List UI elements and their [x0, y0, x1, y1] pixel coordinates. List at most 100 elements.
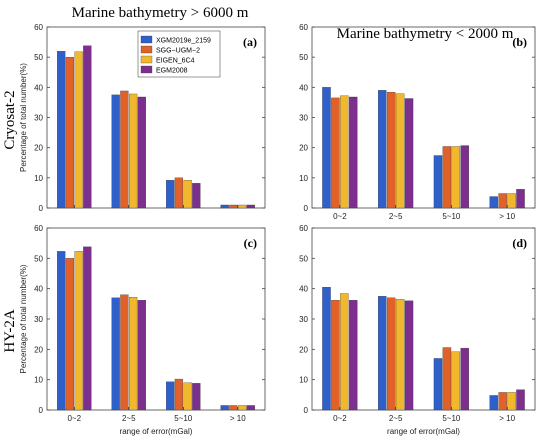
bar [322, 87, 331, 209]
y-tick-label: 10 [34, 174, 43, 183]
bar [404, 98, 414, 209]
bar [229, 204, 238, 209]
bar [166, 180, 175, 209]
x-tick-label: 0~2 [333, 414, 347, 423]
chart-panel-0: 0 10 20 30 40 50 60 (a) Percentage of total numb… [19, 23, 266, 213]
x-tick-label: 0~2 [333, 212, 347, 221]
bar [451, 146, 461, 209]
bar [65, 258, 75, 411]
legend-swatch [140, 45, 153, 54]
bar [83, 45, 92, 209]
legend-entry: EGM2008 [156, 68, 188, 75]
bar [74, 251, 83, 411]
x-axis-label: range of error(mGal) [120, 427, 193, 436]
bar [498, 392, 507, 411]
bar [349, 300, 358, 411]
y-tick-label: 40 [34, 83, 43, 92]
bar [111, 297, 120, 411]
panel-label: (a) [243, 35, 257, 49]
x-tick-label: 5~10 [442, 414, 461, 423]
bar [340, 95, 349, 209]
x-tick-label: > 10 [499, 414, 515, 423]
y-axis-label: Percentage of total number(%) [19, 63, 28, 172]
y-tick-label: 30 [34, 315, 43, 324]
bar [322, 286, 331, 411]
x-tick-label: 5~10 [174, 414, 193, 423]
bar [460, 347, 469, 411]
x-tick-label: 5~10 [442, 212, 461, 221]
y-tick-label: 30 [299, 114, 308, 123]
x-tick-label: > 10 [230, 414, 246, 423]
bar [442, 146, 452, 209]
y-tick-label: 50 [299, 254, 308, 263]
bar [442, 347, 452, 411]
x-tick-label: 0~2 [67, 414, 81, 423]
panel-label: (b) [512, 35, 527, 49]
bar [137, 96, 146, 209]
bar [166, 381, 175, 411]
y-tick-label: 50 [34, 254, 43, 263]
bar [433, 155, 443, 209]
bar [489, 395, 498, 411]
bar [220, 204, 229, 209]
y-axis-label: Percentage of total number(%) [19, 264, 28, 373]
bar [183, 382, 192, 411]
bar [183, 180, 192, 209]
bar [489, 196, 498, 209]
legend-entry: EIGEN_6C4 [156, 58, 195, 65]
bar [246, 204, 255, 209]
bar [137, 300, 146, 411]
bar [246, 405, 255, 411]
bar [128, 93, 138, 209]
y-tick-label: 60 [34, 224, 43, 233]
bar [128, 297, 138, 411]
y-tick-label: 50 [299, 53, 308, 62]
bar [331, 300, 340, 411]
y-tick-label: 20 [34, 345, 43, 354]
bar [395, 299, 405, 411]
bar [395, 93, 405, 209]
panel-label: (c) [244, 236, 257, 250]
y-tick-label: 40 [299, 83, 308, 92]
column-title-shallow: Marine bathymetry < 2000 m [337, 26, 514, 42]
legend-swatch [140, 65, 153, 74]
y-tick-label: 10 [299, 174, 308, 183]
bar [120, 294, 129, 411]
bar [498, 193, 507, 209]
bar [229, 405, 238, 411]
y-tick-label: 60 [299, 224, 308, 233]
bar [331, 97, 340, 209]
bar [516, 189, 525, 209]
bar [220, 405, 229, 411]
y-tick-label: 0 [39, 204, 44, 213]
bar [57, 50, 66, 209]
bar [349, 96, 358, 209]
x-tick-label: 2~5 [389, 414, 403, 423]
bar [57, 251, 66, 411]
y-tick-label: 0 [304, 204, 309, 213]
row-title-hy2a: HY-2A [2, 309, 18, 352]
bar [460, 145, 469, 209]
bar [386, 92, 396, 209]
bar [433, 358, 443, 411]
y-tick-label: 40 [34, 285, 43, 294]
y-tick-label: 0 [304, 406, 309, 415]
bar [174, 378, 183, 411]
bar [507, 392, 516, 411]
panel-label: (d) [512, 236, 527, 250]
column-title-deep: Marine bathymetry > 6000 m [72, 5, 249, 21]
legend-swatch [140, 55, 153, 64]
legend: XGM2019e_2159 SGG−UGM−2 EIGEN_6C4 EGM2008 [137, 30, 221, 78]
bar [237, 405, 247, 411]
x-tick-label: 2~5 [389, 212, 403, 221]
y-tick-label: 20 [34, 144, 43, 153]
bar [111, 94, 120, 209]
x-tick-label: > 10 [499, 212, 515, 221]
y-tick-label: 30 [34, 114, 43, 123]
bar [451, 351, 461, 411]
row-title-cryosat: Cryosat-2 [2, 90, 18, 149]
y-tick-label: 20 [299, 144, 308, 153]
bar [237, 204, 247, 209]
bar [378, 90, 387, 209]
